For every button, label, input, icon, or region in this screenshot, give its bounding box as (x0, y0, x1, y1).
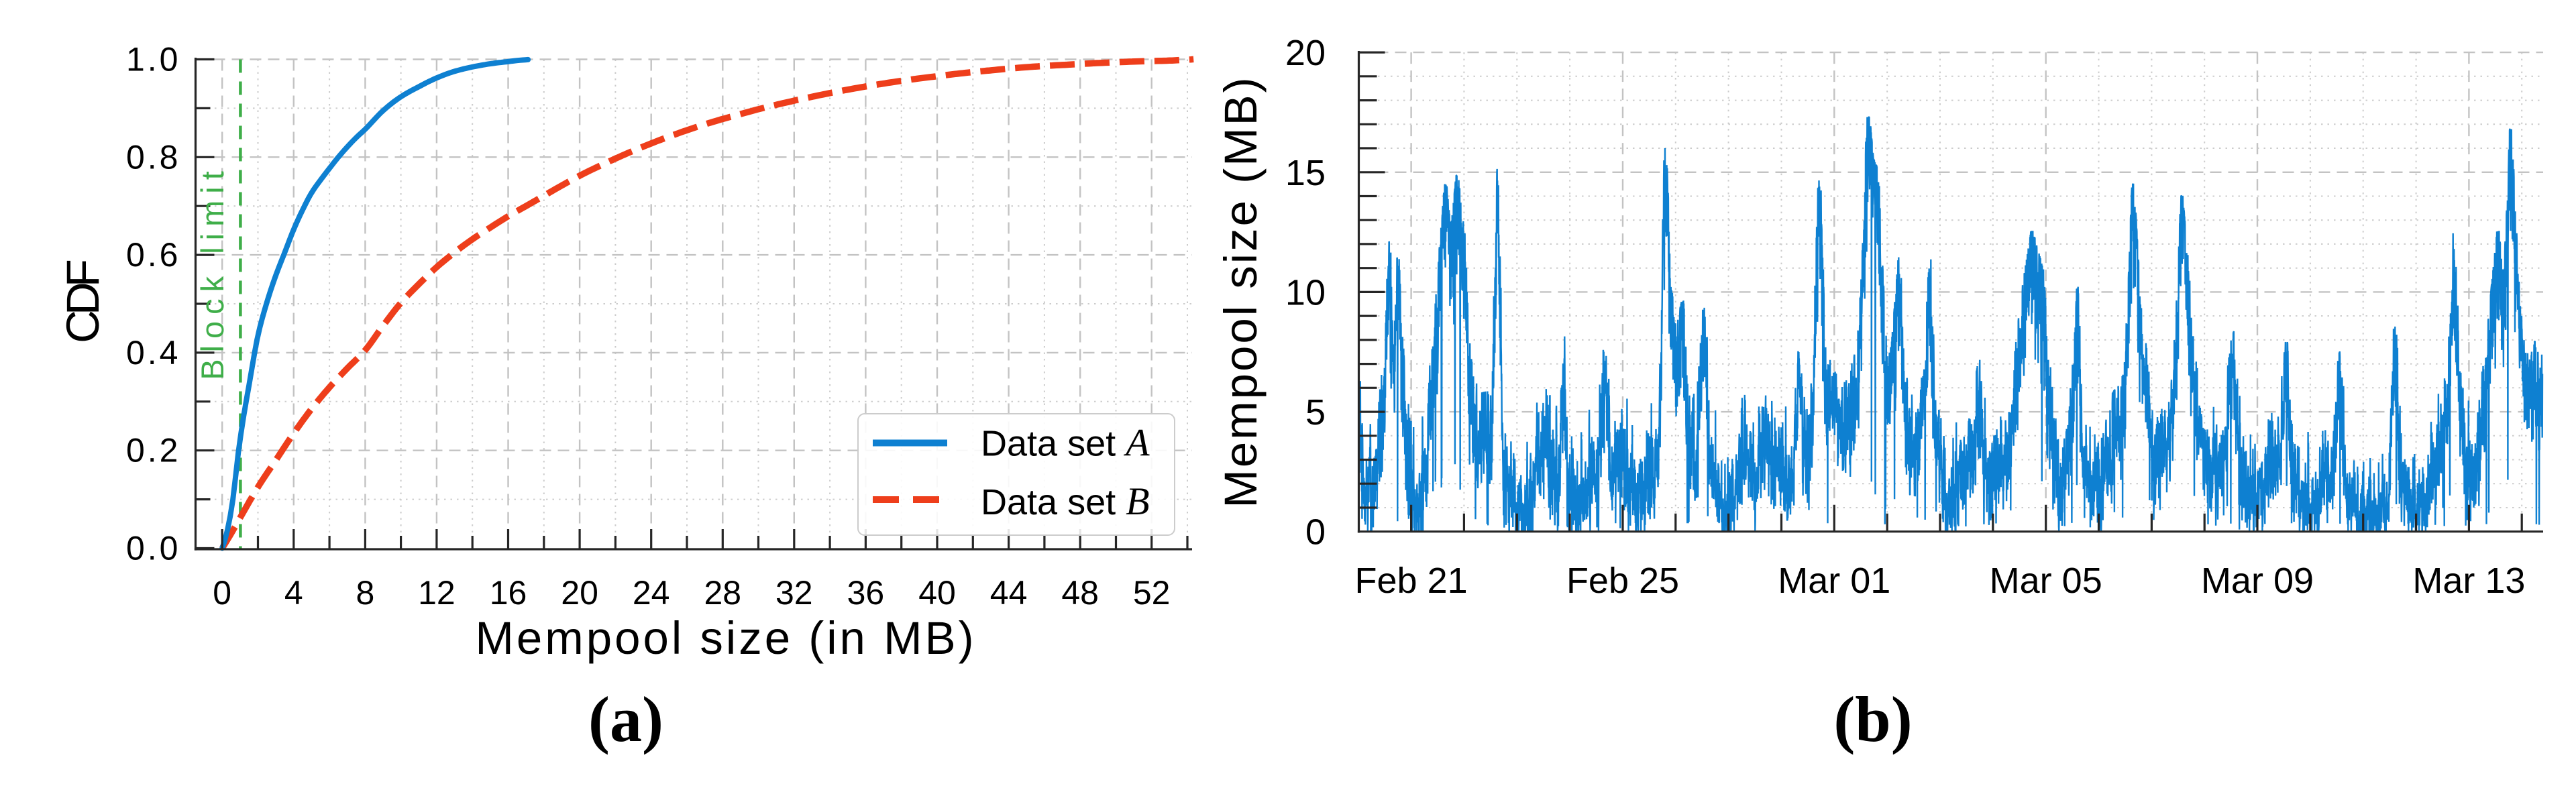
svg-text:Mar 09: Mar 09 (2201, 561, 2314, 601)
svg-text:48: 48 (1061, 574, 1099, 612)
svg-text:Data set A: Data set A (981, 421, 1150, 465)
svg-text:CDF: CDF (57, 260, 109, 343)
svg-text:0.2: 0.2 (126, 432, 181, 469)
svg-text:5: 5 (1305, 392, 1326, 433)
svg-text:(a): (a) (588, 683, 663, 755)
svg-text:Feb 21: Feb 21 (1355, 561, 1468, 601)
svg-text:40: 40 (918, 574, 956, 612)
svg-text:Block limit: Block limit (195, 164, 230, 380)
svg-text:28: 28 (704, 574, 741, 612)
svg-text:20: 20 (561, 574, 598, 612)
svg-text:24: 24 (633, 574, 670, 612)
svg-text:(b): (b) (1833, 683, 1912, 755)
svg-text:Feb 25: Feb 25 (1566, 561, 1679, 601)
svg-text:0.8: 0.8 (126, 138, 181, 176)
svg-text:20: 20 (1285, 33, 1326, 73)
svg-text:15: 15 (1285, 153, 1326, 193)
svg-text:10: 10 (1285, 272, 1326, 312)
svg-text:Data set B: Data set B (981, 479, 1150, 523)
svg-text:52: 52 (1133, 574, 1171, 612)
svg-text:Mempool size (MB): Mempool size (MB) (1215, 75, 1267, 508)
svg-text:4: 4 (284, 574, 303, 612)
svg-text:16: 16 (490, 574, 527, 612)
svg-text:Mempool size (in MB): Mempool size (in MB) (475, 612, 976, 664)
svg-text:0.6: 0.6 (126, 236, 181, 274)
svg-text:44: 44 (990, 574, 1028, 612)
svg-text:32: 32 (775, 574, 813, 612)
svg-text:0: 0 (213, 574, 231, 612)
svg-text:1.0: 1.0 (126, 41, 181, 78)
svg-text:0.0: 0.0 (126, 530, 181, 567)
svg-text:36: 36 (847, 574, 885, 612)
svg-text:Mar 13: Mar 13 (2412, 561, 2525, 601)
svg-text:Mar 01: Mar 01 (1778, 561, 1890, 601)
svg-text:Mar 05: Mar 05 (1990, 561, 2102, 601)
svg-text:0: 0 (1305, 512, 1326, 553)
svg-text:8: 8 (356, 574, 374, 612)
svg-text:12: 12 (418, 574, 455, 612)
svg-text:0.4: 0.4 (126, 334, 181, 372)
